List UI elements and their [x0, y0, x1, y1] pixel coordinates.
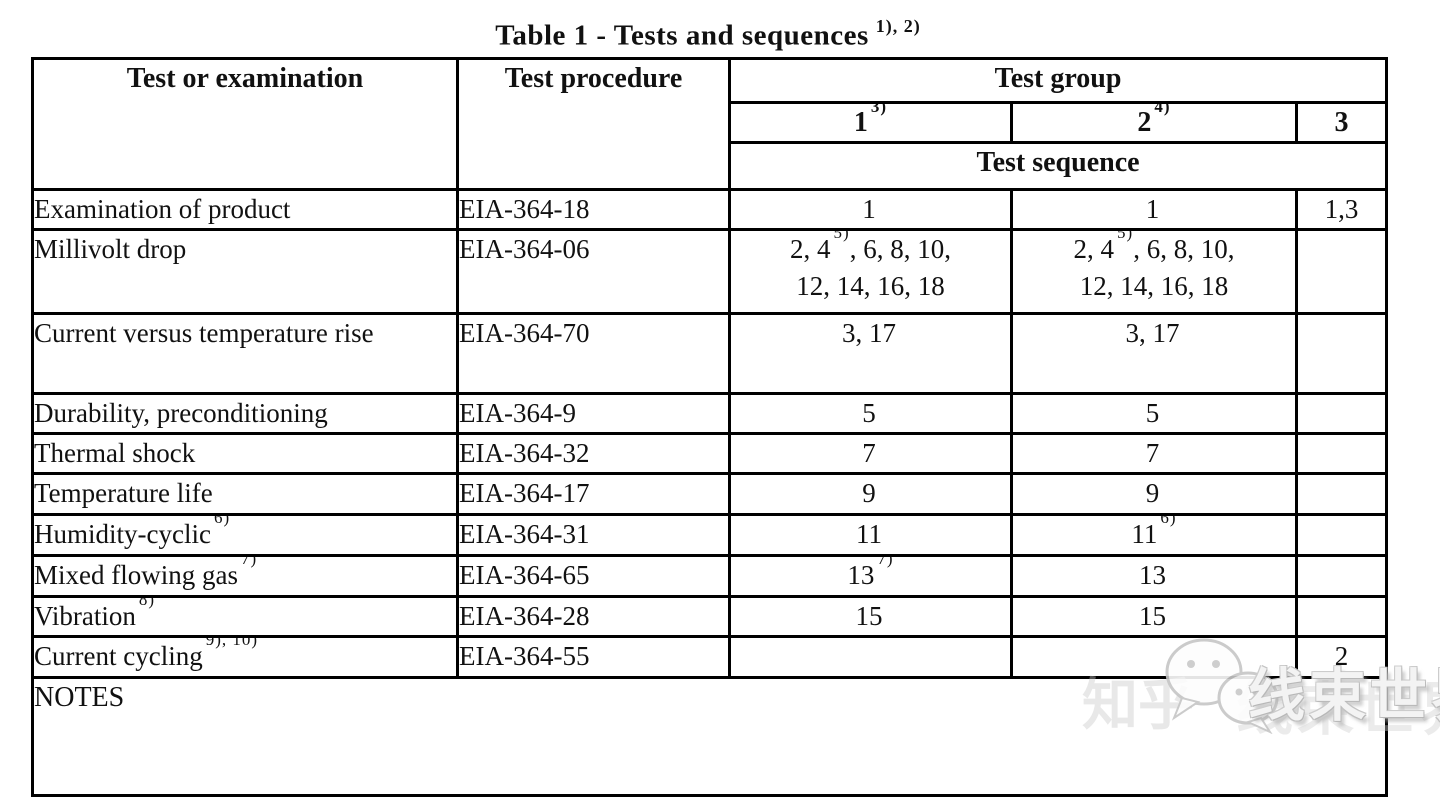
cell-seq-group2	[1010, 635, 1298, 679]
cell-seq-group1: 9	[728, 472, 1013, 516]
cell-procedure: EIA-364-32	[456, 432, 731, 475]
cell-procedure: EIA-364-17	[456, 472, 731, 516]
header-row-3: Test sequence	[33, 141, 1389, 191]
scanned-document-page: Table 1 - Tests and sequences 1), 2) Test…	[30, 16, 1440, 797]
table-row: Current cycling9), 10) EIA-364-55 2	[31, 635, 1389, 679]
table-row: Examination of product EIA-364-18 1 1 1,…	[31, 188, 1389, 231]
cell-test-name: Examination of product	[31, 188, 459, 231]
cell-test-name: Durability, preconditioning	[31, 392, 459, 435]
cell-procedure: EIA-364-70	[456, 312, 731, 395]
table-row: Humidity-cyclic6) EIA-364-31 11 116)	[31, 513, 1389, 557]
cell-seq-group3	[1294, 312, 1389, 395]
cell-procedure: EIA-364-31	[456, 513, 731, 557]
cell-test-name: Temperature life	[31, 472, 459, 516]
cell-seq-group3	[1294, 392, 1389, 435]
cell-seq-group1: 11	[728, 513, 1013, 557]
notes-row: NOTES	[30, 676, 1389, 797]
cell-seq-group1: 1	[728, 188, 1013, 231]
cell-seq-group3: 2	[1294, 635, 1389, 679]
table-row: Durability, preconditioning EIA-364-9 5 …	[31, 392, 1389, 435]
cell-seq-group3	[1294, 228, 1389, 315]
header-test-procedure: Test procedure	[456, 57, 731, 191]
cell-seq-group1: 2, 45), 6, 8, 10, 12, 14, 16, 18	[728, 228, 1013, 315]
cell-test-name: Humidity-cyclic6)	[31, 513, 459, 557]
header-test-or-examination: Test or examination	[31, 57, 459, 191]
cell-seq-group1	[728, 635, 1013, 679]
cell-seq-group2: 116)	[1010, 513, 1298, 557]
cell-seq-group2: 5	[1010, 392, 1298, 435]
cell-seq-group2: 13	[1010, 554, 1298, 598]
header-row-2: 13) 24) 3	[33, 101, 1389, 144]
cell-seq-group2: 7	[1010, 432, 1298, 475]
cell-seq-group3	[1294, 432, 1389, 475]
cell-seq-group3	[1294, 513, 1389, 557]
tests-and-sequences-table: Test or examination Test procedure Test …	[30, 57, 1389, 797]
group2-footnote-ref: 4)	[1154, 102, 1171, 116]
header-group-2: 24)	[1010, 101, 1298, 144]
header-test-sequence: Test sequence	[727, 141, 1389, 191]
cell-seq-group1: 3, 17	[728, 312, 1013, 395]
cell-seq-group2: 1	[1010, 188, 1298, 231]
table-row: Millivolt drop EIA-364-06 2, 45), 6, 8, …	[31, 228, 1389, 315]
table-row: Thermal shock EIA-364-32 7 7	[31, 432, 1389, 475]
header-row-1: Test or examination Test procedure Test …	[31, 57, 1389, 191]
cell-seq-group1: 15	[728, 595, 1013, 638]
cell-seq-group2: 9	[1010, 472, 1298, 516]
table-row: Current versus temperature rise EIA-364-…	[31, 312, 1389, 395]
cell-test-name: Vibration8)	[31, 595, 459, 638]
cell-seq-group3	[1294, 472, 1389, 516]
table-row: Mixed flowing gas7) EIA-364-65 137) 13	[31, 554, 1389, 598]
table-title-footnote-refs: 1), 2)	[875, 16, 921, 36]
header-test-group: Test group	[727, 57, 1389, 104]
cell-seq-group3	[1294, 554, 1389, 598]
cell-test-name: Millivolt drop	[31, 228, 459, 315]
cell-procedure: EIA-364-28	[456, 595, 731, 638]
cell-seq-group2: 3, 17	[1010, 312, 1298, 395]
cell-test-name: Current cycling9), 10)	[31, 635, 459, 679]
cell-test-name: Mixed flowing gas7)	[31, 554, 459, 598]
cell-test-name: Current versus temperature rise	[31, 312, 459, 395]
cell-procedure: EIA-364-55	[456, 635, 731, 679]
cell-seq-group1: 5	[728, 392, 1013, 435]
cell-seq-group1: 7	[728, 432, 1013, 475]
cell-test-name: Thermal shock	[31, 432, 459, 475]
cell-seq-group2: 2, 45), 6, 8, 10, 12, 14, 16, 18	[1010, 228, 1298, 315]
cell-seq-group3: 1,3	[1294, 188, 1389, 231]
cell-seq-group3	[1294, 595, 1389, 638]
cell-seq-group2: 15	[1010, 595, 1298, 638]
notes-label: NOTES	[30, 676, 1389, 797]
cell-seq-group1: 137)	[728, 554, 1013, 598]
cell-procedure: EIA-364-9	[456, 392, 731, 435]
header-group-3: 3	[1294, 101, 1389, 144]
group1-footnote-ref: 3)	[870, 102, 888, 116]
table-title-text: Table 1 - Tests and sequences	[495, 19, 869, 52]
table-title: Table 1 - Tests and sequences 1), 2)	[31, 16, 1385, 53]
cell-procedure: EIA-364-06	[456, 228, 731, 315]
header-group-1: 13)	[728, 101, 1013, 144]
table-row: Vibration8) EIA-364-28 15 15	[31, 595, 1389, 638]
cell-procedure: EIA-364-65	[456, 554, 731, 598]
table-row: Temperature life EIA-364-17 9 9	[31, 472, 1389, 516]
cell-procedure: EIA-364-18	[456, 188, 731, 231]
